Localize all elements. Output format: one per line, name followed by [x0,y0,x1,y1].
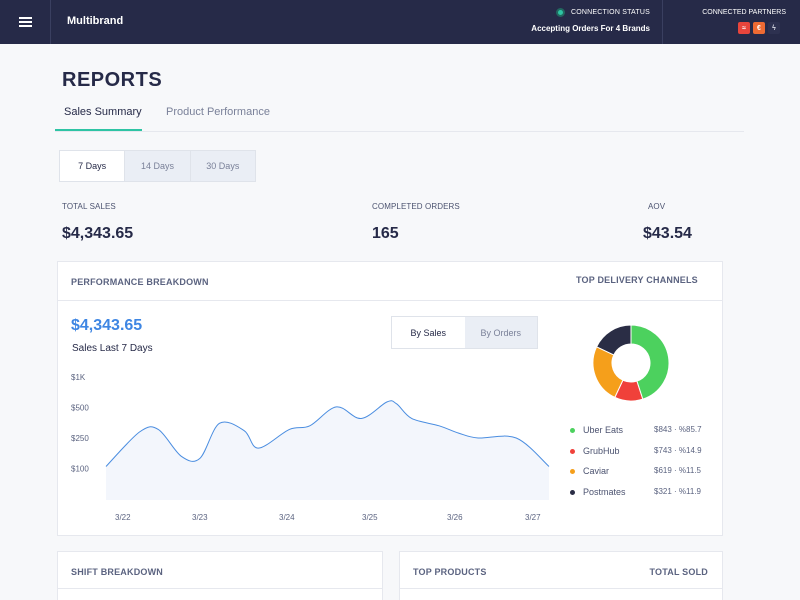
tab-sales-summary[interactable]: Sales Summary [64,106,142,118]
legend-name: GrubHub [583,445,620,456]
performance-card-header: PERFORMANCE BREAKDOWN TOP DELIVERY CHANN… [58,262,722,301]
kpi-value: 165 [372,225,399,242]
y-tick-label: $500 [71,404,89,413]
postmates-icon[interactable]: ϟ [768,22,780,34]
legend-dot-icon [570,489,575,495]
connection-label: CONNECTION STATUS [571,9,650,16]
legend-value: $321 · %11.9 [654,486,701,496]
x-tick-label: 3/24 [279,513,295,522]
tab-product-performance[interactable]: Product Performance [166,106,270,118]
kpi-value: $43.54 [643,225,692,242]
shift-card-header: SHIFT BREAKDOWN [58,552,382,589]
sales-value: $4,343.65 [71,317,143,334]
active-tab-indicator [55,129,142,131]
by-orders-button[interactable]: By Orders [464,317,537,348]
range-7-days-button[interactable]: 7 Days [60,151,126,181]
menu-button[interactable] [0,0,51,44]
sales-line-chart: $1K $500 $250 $100 3/22 3/23 3/24 3/25 3/26 3/27 [71,373,550,522]
grubhub-icon[interactable]: € [753,22,765,34]
legend-name: Postmates [583,486,626,497]
x-tick-label: 3/22 [115,513,131,522]
y-tick-label: $100 [71,465,89,474]
partners-label: CONNECTED PARTNERS [702,9,786,16]
donut-slice-caviar [592,346,624,399]
range-30-days-button[interactable]: 30 Days [190,151,255,181]
top-bar: Multibrand CONNECTION STATUS Accepting O… [0,0,800,44]
legend-value: $843 · %85.7 [654,425,702,434]
kpi-total-sales: TOTAL SALES $4,343.65 [62,202,133,243]
page-title: REPORTS [62,69,163,91]
date-range-selector: 7 Days 14 Days 30 Days [59,150,256,182]
legend-value: $619 · %11.5 [654,466,701,475]
report-tabs: Sales Summary Product Performance [55,100,744,132]
shift-breakdown-card: SHIFT BREAKDOWN [57,551,383,600]
legend-dot-icon [570,448,575,454]
kpi-value: $4,343.65 [62,225,134,242]
kpi-completed-orders: COMPLETED ORDERS 165 [372,202,460,243]
legend-dot-icon [570,469,575,474]
legend-value: $743 · %14.9 [654,445,702,455]
by-sales-button[interactable]: By Sales [392,317,465,348]
total-sold-header: TOTAL SOLD [649,567,708,577]
kpi-label: TOTAL SALES [62,202,116,211]
connection-status: CONNECTION STATUS Accepting Orders For 4… [531,8,650,33]
brand-name: Multibrand [67,15,124,27]
x-tick-label: 3/25 [362,513,378,522]
performance-card: PERFORMANCE BREAKDOWN TOP DELIVERY CHANN… [57,261,723,536]
legend-item: Uber Eats $843 · %85.7 [570,425,710,446]
y-tick-label: $250 [71,434,89,443]
performance-title: PERFORMANCE BREAKDOWN [71,277,209,287]
kpi-label: COMPLETED ORDERS [372,202,460,211]
sales-series-line [105,400,550,467]
range-14-days-button[interactable]: 14 Days [125,151,191,181]
x-tick-label: 3/23 [192,513,208,522]
products-title: TOP PRODUCTS [413,567,487,577]
hamburger-icon [18,17,32,27]
kpi-label: AOV [648,202,666,211]
doordash-icon[interactable]: ≈ [738,22,750,34]
legend-name: Caviar [583,466,610,476]
legend-item: GrubHub $743 · %14.9 [570,446,710,467]
connection-status-text: Accepting Orders For 4 Brands [531,24,650,33]
legend-item: Postmates $321 · %11.9 [570,487,710,508]
connected-partners: CONNECTED PARTNERS ≈ € ϟ [662,0,800,44]
legend-dot-icon [570,428,575,433]
products-card-header: TOP PRODUCTS TOTAL SOLD [400,552,722,589]
sales-caption: Sales Last 7 Days [72,343,153,354]
shift-title: SHIFT BREAKDOWN [71,567,163,577]
donut-slice-uber-eats [630,324,670,400]
y-tick-label: $1K [71,373,86,382]
status-dot-icon [556,8,566,17]
delivery-channels-donut-chart [592,324,670,402]
metric-toggle: By Sales By Orders [391,316,538,349]
delivery-channels-title: TOP DELIVERY CHANNELS [576,275,698,285]
delivery-channels-legend: Uber Eats $843 · %85.7 GrubHub $743 · %1… [570,425,710,507]
legend-item: Caviar $619 · %11.5 [570,466,710,487]
x-tick-label: 3/26 [447,513,463,522]
legend-name: Uber Eats [583,425,624,435]
top-products-card: TOP PRODUCTS TOTAL SOLD [399,551,723,600]
donut-slice-postmates [595,324,632,356]
x-tick-label: 3/27 [525,513,541,522]
kpi-aov: AOV $43.54 [643,202,692,243]
